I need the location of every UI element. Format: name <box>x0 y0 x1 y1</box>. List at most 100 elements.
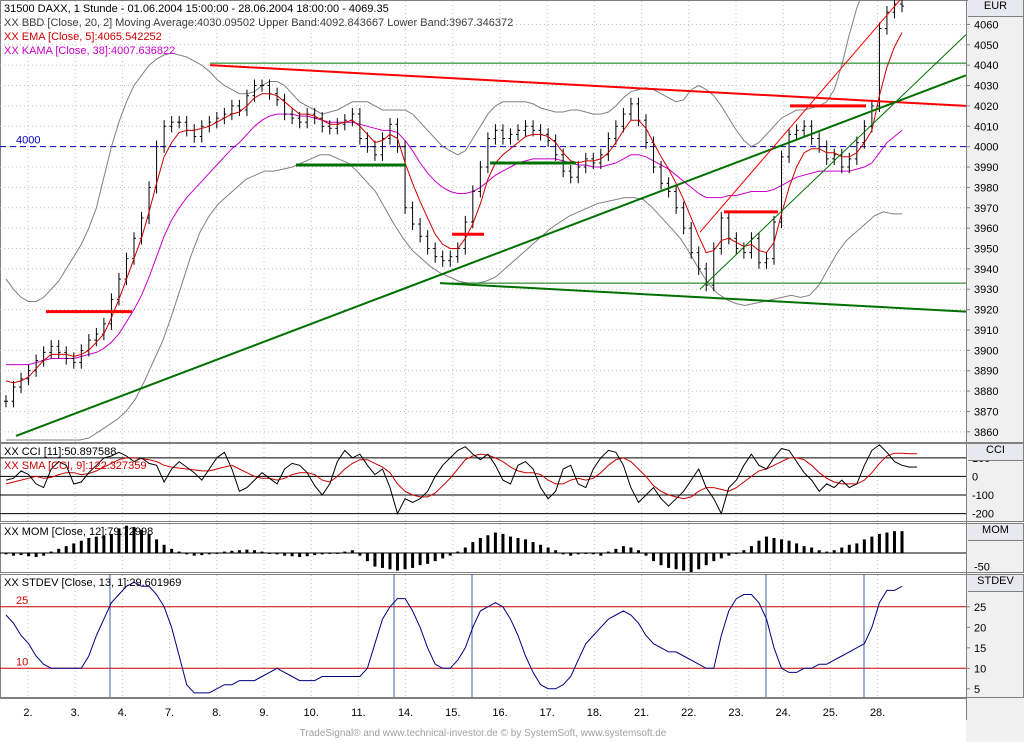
mom-bar <box>12 552 16 556</box>
mom-bar <box>712 552 716 562</box>
mom-bar <box>764 536 768 553</box>
mom-bar <box>855 543 859 553</box>
mom-bar <box>396 552 400 571</box>
mom-bar <box>742 550 746 553</box>
mom-bar <box>652 552 656 562</box>
mom-bar <box>245 549 249 553</box>
mom-bar <box>524 539 528 553</box>
x-tick-label: 17. <box>540 707 555 719</box>
mom-bar <box>215 552 219 554</box>
ema-header: XX EMA [Close, 5]:4065.542252 <box>4 31 162 43</box>
mom-bar <box>388 552 392 570</box>
mom-bar <box>606 551 610 553</box>
mom-bar <box>365 552 369 562</box>
mom-bar <box>516 537 520 553</box>
x-tick-label: 21. <box>634 707 649 719</box>
mom-bar <box>734 552 738 554</box>
mom-bar <box>268 552 272 554</box>
mom-bar <box>200 552 204 556</box>
mom-bar <box>749 546 753 553</box>
x-tick-label: 14. <box>398 707 413 719</box>
x-tick-label: 8. <box>212 707 221 719</box>
mom-bar <box>508 536 512 553</box>
cci-sma-line <box>5 452 918 500</box>
mom-bar <box>561 552 565 555</box>
mom-bar <box>584 552 588 554</box>
mom-bar <box>825 551 829 553</box>
axis-background <box>966 0 1024 742</box>
mom-bar <box>441 552 445 559</box>
x-tick-label: 3. <box>71 707 80 719</box>
mom-bar <box>576 552 580 555</box>
mom-bar <box>170 548 174 553</box>
x-tick-label: 11. <box>351 707 365 719</box>
mom-bar <box>689 552 693 572</box>
mom-bar <box>719 552 723 559</box>
mom-bar <box>162 544 166 553</box>
mom-bar <box>682 552 686 571</box>
mom-bar <box>667 552 671 568</box>
price-tick-label: 3900 <box>974 345 998 357</box>
mom-bar <box>27 552 31 557</box>
cci-axis-title: CCI <box>968 444 1023 461</box>
kama-line <box>6 113 903 366</box>
mom-bar <box>358 552 362 556</box>
mom-bar <box>94 536 98 553</box>
mom-bar <box>832 550 836 553</box>
mom-bar <box>471 542 475 553</box>
mom-bar <box>674 552 678 570</box>
x-tick-label: 28. <box>870 707 885 719</box>
price-tick-label: 3940 <box>974 264 998 276</box>
mom-bar <box>320 552 324 555</box>
mom-bar <box>403 552 407 570</box>
mom-bar <box>230 550 234 553</box>
cci-tick-label: -200 <box>972 509 994 521</box>
mom-bar <box>283 552 287 556</box>
mom-bar <box>49 551 53 553</box>
bb-lower-band <box>6 154 902 441</box>
mom-bar <box>34 552 38 558</box>
green-support-trendline <box>15 74 967 437</box>
stdev-tick-label: 20 <box>974 622 986 634</box>
mom-bar <box>599 552 603 556</box>
stdev-tick-label: 10 <box>974 663 986 675</box>
mom-bar <box>87 537 91 553</box>
cci-line <box>5 444 918 515</box>
mom-bar <box>554 550 558 553</box>
mom-bar <box>177 551 181 553</box>
mom-bar <box>411 552 415 568</box>
x-tick-label: 16. <box>492 707 507 719</box>
mom-bar <box>787 540 791 553</box>
mom-bar <box>140 529 144 553</box>
price-tick-label: 3860 <box>974 427 998 439</box>
price-tick-label: 3970 <box>974 203 998 215</box>
mom-bar <box>298 552 302 558</box>
price-tick-label: 4030 <box>974 81 998 93</box>
mom-bar <box>636 550 640 553</box>
x-tick-label: 23. <box>728 707 743 719</box>
mom-bar <box>290 552 294 557</box>
price-tick-label: 3890 <box>974 366 998 378</box>
price-tick-label: 4010 <box>974 121 998 133</box>
mom-bar <box>132 527 136 553</box>
stdev-tick-label: 15 <box>974 643 986 655</box>
price-header-title: 31500 DAXX, 1 Stunde - 01.06.2004 15:00:… <box>4 3 389 15</box>
price-tick-label: 3870 <box>974 406 998 418</box>
price-tick-label: 4050 <box>974 40 998 52</box>
mom-bar <box>501 533 505 553</box>
price-tick-label: 4000 <box>974 142 998 154</box>
mom-bar <box>305 552 309 557</box>
mom-bar <box>727 552 731 556</box>
mom-bar <box>591 552 595 555</box>
cci-header: XX CCI [11]:50.897588 <box>4 446 117 458</box>
mom-bar <box>155 539 159 553</box>
mom-bar <box>870 536 874 553</box>
price-tick-label: 3980 <box>974 182 998 194</box>
price-tick-label: 3930 <box>974 284 998 296</box>
mom-bar <box>350 550 354 553</box>
mom-bar <box>810 547 814 553</box>
mom-tick-label: -50 <box>974 562 990 574</box>
mom-bar <box>795 543 799 553</box>
stdev-header: XX STDEV [Close, 13, 1]:29.601969 <box>4 577 182 589</box>
x-tick-label: 22. <box>681 707 696 719</box>
